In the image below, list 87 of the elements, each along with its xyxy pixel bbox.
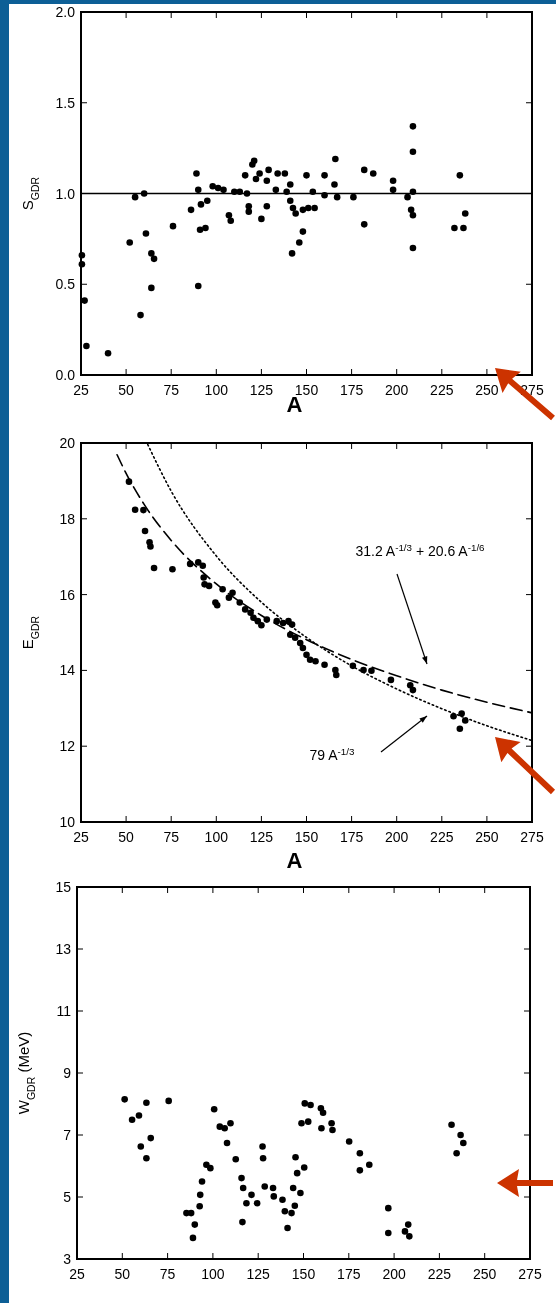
y-tick-label: 15: [55, 879, 72, 895]
x-axis-title: A: [286, 848, 303, 873]
point: [258, 622, 265, 629]
y-tick-label: 0.0: [55, 367, 76, 383]
x-tick-label: 150: [291, 1266, 316, 1282]
point: [236, 599, 244, 606]
y-tick-label: 9: [63, 1065, 72, 1081]
x-tick-label: 100: [204, 382, 229, 398]
point: [312, 658, 319, 665]
x-tick-label: 125: [249, 382, 274, 398]
y-tick-label: 7: [63, 1127, 72, 1143]
x-tick-label: 250: [475, 829, 499, 845]
point: [229, 589, 236, 597]
point: [332, 666, 339, 674]
x-tick-label: 25: [73, 829, 89, 845]
y-tick-label: 1.0: [55, 185, 76, 202]
point: [169, 565, 176, 573]
point: [241, 606, 249, 613]
point: [332, 671, 340, 679]
point: [387, 676, 395, 684]
x-tick-label: 75: [159, 1266, 176, 1282]
point: [461, 717, 469, 724]
x-tick-label: 25: [73, 382, 89, 398]
point: [450, 712, 457, 720]
point: [200, 574, 207, 581]
annotation: 79 A$^{-1/3}$: [309, 745, 355, 763]
x-tick-label: 50: [118, 829, 135, 845]
y-tick-label: 16: [59, 586, 76, 603]
x-tick-label: 25: [69, 1266, 85, 1282]
y-tick-label: 13: [55, 941, 72, 957]
y-tick-label: 1.5: [55, 94, 76, 111]
x-tick-label: 250: [475, 382, 499, 398]
point: [194, 559, 202, 566]
x-tick-label: 250: [473, 1266, 497, 1282]
point: [368, 667, 375, 675]
x-tick-label: 275: [520, 829, 544, 845]
x-tick-label: 50: [114, 1266, 131, 1282]
x-tick-label: 275: [518, 1266, 542, 1282]
x-tick-label: 175: [339, 829, 364, 845]
point: [147, 543, 154, 550]
point: [141, 527, 149, 535]
x-tick-label: 200: [382, 1266, 406, 1282]
y-tick-label: 2.0: [55, 4, 76, 20]
point: [288, 621, 296, 628]
point: [299, 644, 307, 652]
y-tick-label: 12: [59, 738, 76, 755]
y-tick-label: 3: [63, 1251, 72, 1267]
point: [458, 710, 465, 717]
y-tick-label: 20: [59, 435, 76, 451]
x-tick-label: 125: [246, 1266, 271, 1282]
x-tick-label: 225: [427, 1266, 452, 1282]
point: [247, 609, 254, 617]
point: [250, 614, 257, 622]
point: [131, 506, 139, 513]
point: [306, 656, 314, 664]
x-tick-label: 75: [163, 382, 180, 398]
x-tick-label: 225: [430, 829, 454, 845]
x-tick-label: 150: [294, 829, 319, 845]
point: [205, 582, 213, 590]
x-tick-label: 225: [430, 382, 454, 398]
x-tick-label: 175: [337, 1266, 361, 1282]
y-tick-label: 0.5: [55, 276, 76, 293]
x-tick-label: 100: [204, 829, 229, 845]
point: [225, 594, 233, 601]
y-tick-label: 11: [56, 1003, 72, 1019]
annotation: 31.2 A$^{-1/3}$ + 20.6 A$^{-1/6}$: [355, 541, 486, 559]
point: [409, 686, 417, 694]
x-tick-label: 200: [385, 829, 409, 845]
y-tick-label: 14: [59, 662, 76, 679]
point: [199, 562, 207, 570]
point: [291, 634, 299, 642]
x-tick-label: 50: [118, 382, 135, 398]
point: [303, 651, 310, 659]
x-tick-label: 100: [201, 1266, 225, 1282]
x-tick-label: 200: [385, 382, 409, 398]
x-tick-label: 125: [249, 829, 274, 845]
point: [456, 725, 464, 733]
point: [150, 564, 158, 572]
point: [140, 506, 147, 514]
point: [273, 617, 281, 625]
point: [321, 661, 328, 669]
y-tick-label: 10: [59, 814, 76, 830]
x-tick-label: 175: [339, 382, 364, 398]
point: [360, 666, 367, 674]
y-tick-label: 18: [59, 510, 76, 527]
y-tick-label: 5: [63, 1189, 72, 1205]
x-tick-label: 75: [163, 829, 180, 845]
